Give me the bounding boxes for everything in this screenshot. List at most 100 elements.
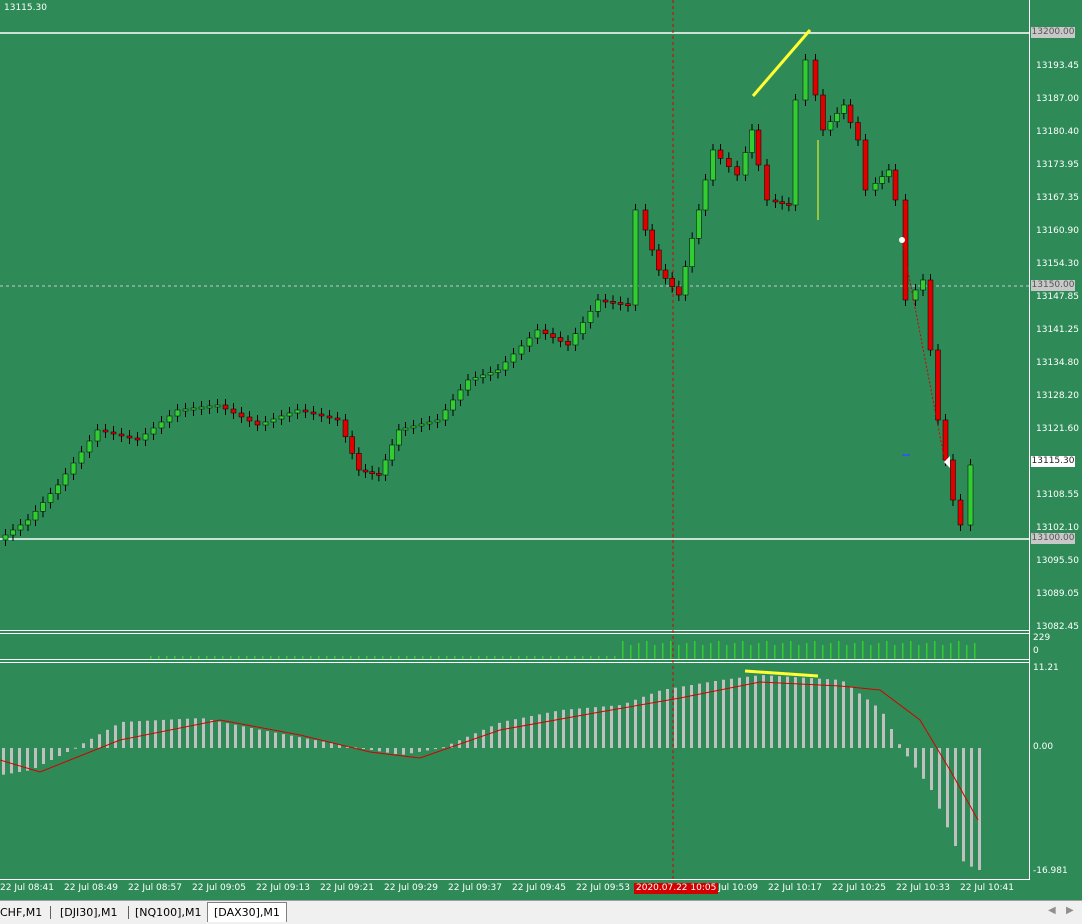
chart-tab-bar: CHF,M1 [DJI30],M1 [NQ100],M1 [DAX30],M1 …: [0, 900, 1082, 924]
crosshair-date-label: 2020.07.22 10:05: [634, 883, 719, 894]
candle: [742, 152, 749, 176]
candle: [587, 311, 594, 323]
volume-bar: [518, 656, 520, 659]
volume-bar: [174, 656, 176, 659]
macd-bar: [554, 711, 557, 748]
exit-marker: [944, 456, 950, 468]
volume-bar: [630, 645, 632, 659]
price-axis-label: 13095.50: [1036, 556, 1079, 566]
volume-bar: [558, 656, 560, 659]
volume-bar: [750, 645, 752, 659]
macd-bar: [514, 719, 517, 748]
candle: [47, 493, 54, 503]
level-label-low: 13100.00: [1031, 533, 1075, 544]
chart-canvas[interactable]: [0, 0, 1082, 900]
volume-bar: [214, 656, 216, 659]
volume-bar: [974, 643, 976, 659]
volume-bar: [454, 656, 456, 659]
candle: [510, 353, 517, 363]
macd-bar: [42, 748, 45, 764]
macd-bar: [634, 699, 637, 748]
macd-bar: [826, 679, 829, 748]
candle: [792, 99, 799, 206]
candle: [879, 176, 885, 184]
candle: [862, 139, 869, 191]
candle: [198, 406, 205, 410]
symbol-price: 13115.30: [4, 3, 47, 13]
macd-bar: [666, 689, 669, 748]
macd-bar: [226, 723, 229, 748]
macd-signal-line: [0, 681, 979, 821]
time-axis-label: 22 Jul 08:57: [128, 883, 182, 893]
volume-bar: [790, 641, 792, 659]
macd-bar: [18, 748, 21, 772]
volume-bar: [782, 643, 784, 659]
time-axis-label: 22 Jul 08:41: [0, 883, 54, 893]
macd-bar: [466, 736, 469, 748]
candle: [410, 425, 417, 429]
candle: [892, 169, 899, 201]
price-axis-label: 13128.20: [1036, 391, 1079, 401]
macd-bar: [570, 709, 573, 748]
macd-bar: [546, 712, 549, 748]
scroll-right-icon[interactable]: ▶: [1066, 905, 1074, 916]
macd-bar: [402, 748, 405, 755]
macd-bar: [690, 685, 693, 748]
candle: [542, 329, 549, 334]
volume-min-label: 0: [1033, 646, 1039, 656]
macd-bar: [114, 725, 117, 748]
macd-bar: [770, 675, 773, 748]
volume-bar: [830, 643, 832, 659]
candle: [270, 418, 277, 423]
time-axis-label: 22 Jul 10:25: [832, 883, 886, 893]
macd-bar: [290, 735, 293, 748]
macd-bar: [778, 676, 781, 748]
candle: [134, 437, 141, 441]
candle: [755, 129, 762, 166]
volume-bar: [814, 641, 816, 659]
tab-nq100[interactable]: [NQ100],M1: [135, 906, 202, 919]
macd-bar: [866, 699, 869, 748]
tab-dji30[interactable]: [DJI30],M1: [60, 906, 118, 919]
volume-bar: [878, 643, 880, 659]
time-axis-label: 22 Jul 10:41: [960, 883, 1014, 893]
macd-bar: [802, 677, 805, 748]
candle: [450, 399, 456, 411]
candle: [457, 389, 464, 401]
tab-chf[interactable]: CHF,M1: [0, 906, 43, 919]
volume-bar: [774, 645, 776, 659]
candle: [150, 427, 157, 435]
candle: [480, 374, 486, 378]
candle: [689, 238, 695, 267]
price-axis-label: 13160.90: [1036, 226, 1079, 236]
candle: [25, 519, 31, 526]
volume-bar: [302, 656, 304, 659]
volume-series: [150, 641, 976, 659]
volume-bar: [686, 643, 688, 659]
price-axis-label: 13187.00: [1036, 94, 1079, 104]
candle: [294, 409, 301, 414]
candle: [182, 408, 189, 412]
macd-bar: [914, 748, 917, 768]
volume-bar: [374, 656, 376, 659]
volume-bar: [318, 656, 320, 659]
macd-bar: [266, 731, 269, 748]
candle: [349, 436, 355, 454]
volume-bar: [510, 656, 512, 659]
candle: [841, 104, 847, 114]
candle: [238, 412, 245, 418]
current-price-label: 13115.30: [1031, 456, 1075, 467]
volume-bar: [406, 656, 408, 659]
volume-bar: [846, 645, 848, 659]
macd-bar: [642, 696, 645, 748]
scroll-left-icon[interactable]: ◀: [1048, 905, 1056, 916]
macd-bar: [882, 713, 885, 748]
macd-bar: [410, 748, 413, 754]
tab-dax30[interactable]: [DAX30],M1: [207, 902, 287, 922]
candle: [158, 421, 165, 429]
tab-separator: [50, 906, 51, 919]
candle: [886, 169, 892, 177]
macd-bar: [250, 728, 253, 748]
volume-bar: [230, 656, 232, 659]
macd-bar: [978, 748, 981, 870]
